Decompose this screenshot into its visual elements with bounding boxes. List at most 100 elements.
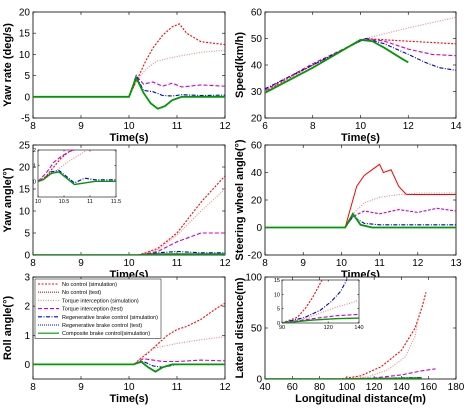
panel-roll_angle-xtick-label: 10: [123, 382, 135, 393]
panel-steering_wheel_angle-ytick-label: 40: [251, 168, 263, 179]
panel-yaw_angle-inset-ytick-label: 2: [33, 148, 36, 154]
panel-speed-ytick-label: 20: [251, 114, 263, 125]
panel-yaw_angle-inset-xtick-label: 10: [35, 199, 41, 205]
panel-yaw_rate-ytick-label: 5: [24, 71, 30, 82]
panel-roll_angle-xtick-label: 9: [78, 382, 84, 393]
panel-yaw_rate-ytick-label: -5: [21, 114, 30, 125]
panel-yaw_rate-xtick-label: 11: [172, 121, 183, 132]
panel-trajectory-ytick-label: 100: [245, 273, 262, 284]
panel-steering_wheel_angle-frame: [264, 144, 457, 256]
panel-speed-ytick-label: 30: [251, 87, 263, 98]
panel-yaw_rate-ytick-label: 0: [24, 92, 30, 103]
panel-trajectory-xtick-label: 140: [393, 382, 410, 393]
panel-roll_angle-xtick-label: 12: [219, 382, 231, 393]
panel-yaw_rate-series-line-4: [33, 75, 225, 110]
panel-yaw_rate-ylabel: Yaw rate (deg/s): [2, 23, 14, 107]
legend-label: No control (test): [62, 290, 101, 296]
panel-steering_wheel_angle-ytick-label: -20: [248, 251, 263, 262]
panel-trajectory-inset-series-line-1: [282, 299, 359, 323]
panel-roll_angle-xtick-label: 11: [172, 382, 183, 393]
panel-trajectory-xtick-label: 120: [366, 382, 383, 393]
panel-yaw_rate-xtick-label: 8: [30, 121, 36, 132]
panel-yaw_angle-inset-xtick-label: 10.5: [59, 199, 70, 205]
panel-trajectory-xlabel: Longitudinal distance(m): [295, 393, 426, 405]
panel-yaw_angle-inset: 10 10.5 11 11.5 0 1 2: [33, 148, 121, 205]
panel-speed-xlabel: Time(s): [341, 132, 380, 144]
panel-speed-xtick-label: 12: [403, 121, 415, 132]
panel-yaw_angle-inset-ytick-label: 0: [33, 179, 36, 185]
panel-steering_wheel_angle-series-line-0: [265, 163, 456, 228]
panel-yaw_angle-series-line-2: [33, 232, 225, 255]
panel-speed-series-line-4: [265, 38, 409, 94]
panel-yaw_rate-xtick-label: 9: [78, 121, 84, 132]
panel-yaw_angle-ytick-label: 15: [19, 185, 31, 196]
panel-yaw_angle-series-line-4: [33, 253, 225, 255]
panel-trajectory-xtick-label: 180: [448, 382, 465, 393]
panel-yaw_rate-ytick-label: 20: [19, 8, 31, 19]
panel-speed-xtick-label: 14: [450, 121, 462, 132]
panel-yaw_rate-frame: [32, 11, 226, 119]
panel-yaw_angle-ytick-label: 25: [19, 141, 31, 152]
panel-steering_wheel_angle-ylabel: Steering wheel angle(°): [234, 139, 246, 260]
legend-label: Torque interception (test): [62, 307, 123, 313]
panel-roll_angle-legend: No control (simulation) No control (test)…: [34, 278, 162, 339]
panel-yaw_angle-series-line-1: [33, 188, 225, 255]
panel-yaw_rate-ytick-label: 10: [19, 50, 31, 61]
panel-trajectory-inset-xtick-label: 140: [354, 325, 363, 331]
panel-yaw_angle-inset-xtick-label: 11.5: [111, 199, 121, 205]
panel-yaw_angle-ytick-label: 20: [19, 163, 31, 174]
panel-yaw_angle-xtick-label: 8: [30, 258, 36, 269]
panel-trajectory-xtick-label: 100: [339, 382, 356, 393]
legend-label: Regenerative brake control (test): [62, 323, 142, 329]
panel-roll_angle-xtick-label: 8: [30, 382, 36, 393]
panel-roll_angle-series-line-4: [33, 360, 225, 373]
panel-yaw_rate-ytick-label: 15: [19, 29, 31, 40]
panel-steering_wheel_angle-ytick-label: 20: [251, 196, 263, 207]
panel-speed: 6 8 10 12 14 20 30 40 50 60 Time(s) Speed(km/h): [234, 8, 462, 145]
panel-trajectory-xtick-label: 60: [287, 382, 299, 393]
panel-speed-frame: [264, 11, 457, 119]
panel-yaw_angle-ytick-label: 0: [24, 251, 30, 262]
panel-trajectory-xtick-label: 160: [420, 382, 437, 393]
panel-trajectory-ytick-label: 50: [251, 324, 263, 335]
panel-roll_angle-ytick-label: 1: [24, 331, 30, 342]
legend-label: Regenerative brake control (simulation): [62, 315, 158, 321]
panel-trajectory-inset: 90 120 140 0 5 10 15: [274, 278, 364, 331]
panel-yaw_angle-xtick-label: 12: [219, 258, 231, 269]
panel-roll_angle-ytick-label: 3: [24, 273, 30, 284]
panel-yaw_angle-inset-xtick-label: 11: [87, 199, 93, 205]
panel-trajectory-inset-xtick-label: 120: [324, 325, 333, 331]
panel-yaw_angle-inset-ytick-label: 1: [33, 164, 36, 170]
panel-yaw_angle-xtick-label: 10: [123, 258, 135, 269]
panel-speed-ytick-label: 60: [251, 8, 263, 19]
panel-steering_wheel_angle-xtick-label: 13: [450, 258, 462, 269]
panel-yaw_angle-ytick-label: 10: [19, 207, 31, 218]
panel-trajectory-inset-series-line-0: [282, 280, 323, 323]
panel-trajectory-xtick-label: 80: [314, 382, 326, 393]
panel-speed-series-line-3: [265, 37, 456, 90]
panel-trajectory-inset-frame: [281, 279, 360, 324]
panel-steering_wheel_angle-series-line-2: [265, 207, 456, 229]
panel-speed-ytick-label: 40: [251, 61, 263, 72]
panel-yaw_rate-series-line-0: [33, 23, 225, 98]
panel-trajectory-inset-series-line-2: [282, 280, 348, 323]
panel-yaw_rate-xtick-label: 12: [219, 121, 231, 132]
panel-trajectory-ytick-label: 0: [256, 375, 262, 386]
legend-label: Composite brake control(simulation): [62, 331, 150, 337]
panel-steering_wheel_angle-xtick-label: 8: [262, 258, 268, 269]
panel-trajectory-inset-ytick-label: 15: [274, 278, 280, 284]
panel-roll_angle-ytick-label: 2: [24, 302, 30, 313]
panel-speed-xtick-label: 6: [262, 121, 268, 132]
panel-speed-xtick-label: 10: [355, 121, 367, 132]
panel-steering_wheel_angle-xtick-label: 10: [336, 258, 348, 269]
panel-steering_wheel_angle-series-line-4: [265, 212, 456, 229]
panel-yaw_angle-xtick-label: 11: [172, 258, 183, 269]
panel-trajectory-ylabel: Lateral distance(m): [234, 277, 246, 378]
panel-steering_wheel_angle-ytick-label: 60: [251, 141, 263, 152]
panel-yaw_angle-ytick-label: 5: [24, 229, 30, 240]
panel-trajectory-inset-ytick-label: 5: [277, 307, 280, 313]
panel-steering_wheel_angle-xtick-label: 12: [412, 258, 424, 269]
